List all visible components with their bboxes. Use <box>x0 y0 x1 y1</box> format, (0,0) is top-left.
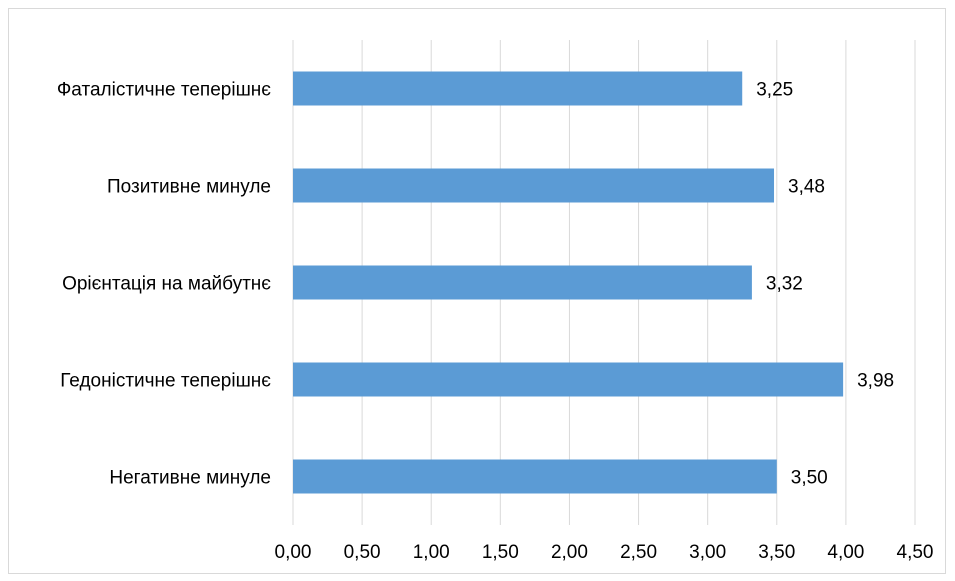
x-tick-label: 3,50 <box>758 542 795 563</box>
bar <box>293 168 775 203</box>
x-tick-label: 0,50 <box>344 542 381 563</box>
x-tick-label: 0,00 <box>275 542 312 563</box>
category-labels: Фаталістичне теперішнє Позитивне минуле Ор… <box>57 80 271 489</box>
x-tick-label: 2,00 <box>551 542 588 563</box>
category-label: Орієнтація на майбутнє <box>62 274 271 295</box>
data-label: 3,32 <box>766 274 803 295</box>
bars <box>293 71 844 494</box>
data-labels: 3,25 3,48 3,32 3,98 3,50 <box>756 80 894 489</box>
x-tick-label: 1,00 <box>413 542 450 563</box>
data-label: 3,25 <box>756 80 793 101</box>
data-label: 3,98 <box>857 371 894 392</box>
bar <box>293 71 743 106</box>
x-axis-tick-labels: 0,00 0,50 1,00 1,50 2,00 2,50 3,00 3,50 4,00 4,50 <box>275 542 934 563</box>
x-tick-label: 4,00 <box>827 542 864 563</box>
gridlines <box>292 40 916 525</box>
category-label: Фаталістичне теперішнє <box>57 80 271 101</box>
category-label: Гедоністичне теперішнє <box>60 371 271 392</box>
bar <box>293 265 752 300</box>
category-label: Негативне минуле <box>109 468 271 489</box>
x-tick-label: 1,50 <box>482 542 519 563</box>
bar <box>293 459 777 494</box>
category-label: Позитивне минуле <box>107 177 271 198</box>
x-tick-label: 2,50 <box>620 542 657 563</box>
data-label: 3,48 <box>788 177 825 198</box>
x-tick-label: 3,00 <box>689 542 726 563</box>
bar <box>293 362 844 397</box>
data-label: 3,50 <box>791 468 828 489</box>
x-tick-label: 4,50 <box>897 542 934 563</box>
